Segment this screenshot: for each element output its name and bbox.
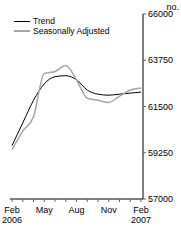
svg-text:May: May [36,205,54,215]
svg-text:Feb: Feb [133,205,149,215]
svg-text:59250: 59250 [148,148,173,158]
svg-text:Aug: Aug [68,205,84,215]
svg-text:57000: 57000 [148,194,173,204]
svg-text:2006: 2006 [8,215,22,225]
svg-text:Feb: Feb [8,205,20,215]
svg-text:61500: 61500 [148,102,173,112]
svg-text:Nov: Nov [101,205,118,215]
html-text:no.: no. [166,2,179,12]
svg-text:63750: 63750 [148,55,173,65]
html-text:Trend: Trend [33,16,55,26]
svg-text:2007: 2007 [131,215,151,225]
html-text:Seasonally Adjusted: Seasonally Adjusted [33,26,110,36]
